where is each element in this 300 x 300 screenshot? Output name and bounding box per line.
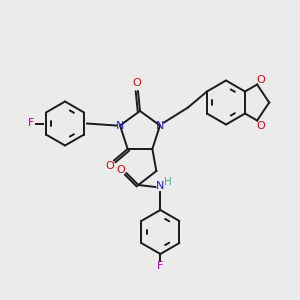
Text: O: O <box>257 74 266 85</box>
Text: O: O <box>106 160 114 171</box>
Text: H: H <box>164 177 172 187</box>
Text: N: N <box>156 121 164 130</box>
Text: N: N <box>116 121 124 130</box>
Text: F: F <box>28 118 34 128</box>
Text: O: O <box>133 78 141 88</box>
Text: O: O <box>257 121 266 130</box>
Text: N: N <box>156 181 164 191</box>
Text: F: F <box>157 261 164 271</box>
Text: O: O <box>116 165 125 175</box>
